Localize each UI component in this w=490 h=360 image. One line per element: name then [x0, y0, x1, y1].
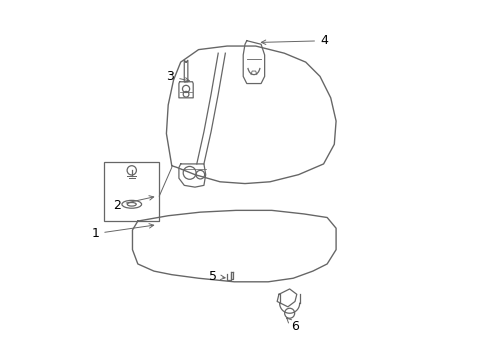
Text: 2: 2: [113, 196, 154, 212]
Text: 5: 5: [209, 270, 225, 283]
Text: 1: 1: [92, 224, 154, 240]
Text: 3: 3: [167, 70, 190, 83]
Text: 6: 6: [287, 318, 299, 333]
Bar: [104, 162, 159, 221]
Text: 4: 4: [261, 34, 328, 47]
